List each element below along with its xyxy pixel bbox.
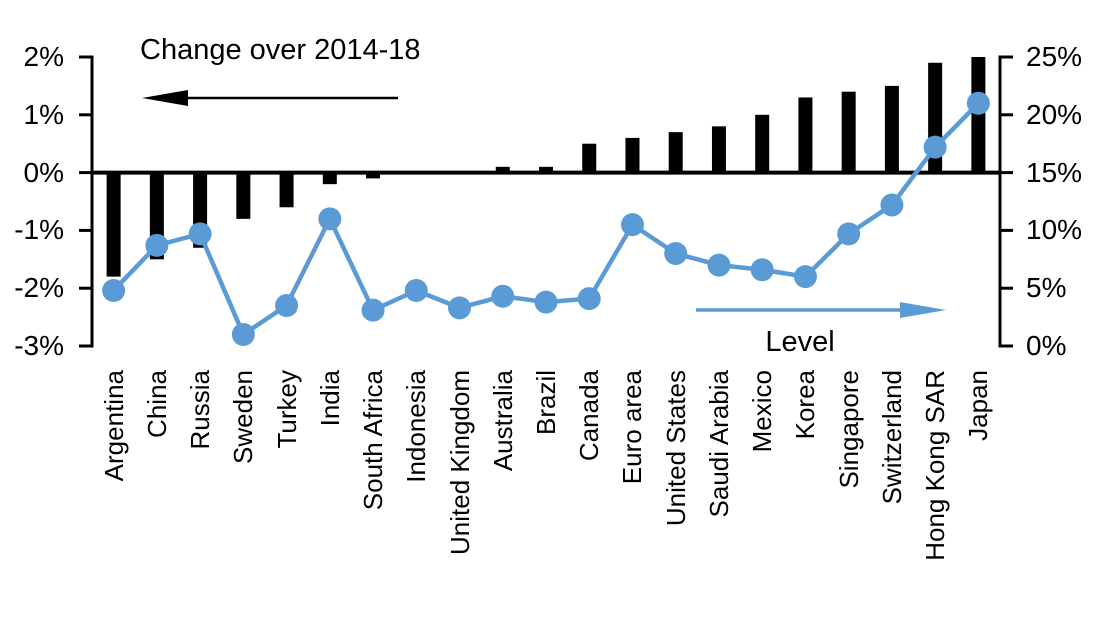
category-label-indonesia: Indonesia xyxy=(401,370,432,483)
level-data-point-15 xyxy=(750,258,774,282)
right-axis-tick-label: 5% xyxy=(1026,272,1067,304)
category-label-hong-kong-sar: Hong Kong SAR xyxy=(920,370,951,561)
line-series-label: Level xyxy=(765,326,835,358)
left-axis-tick-label: -2% xyxy=(14,272,64,304)
category-label-india: India xyxy=(314,370,345,427)
right-arrow-icon xyxy=(900,302,946,318)
bar-20 xyxy=(971,57,986,173)
right-axis-tick-label: 15% xyxy=(1026,156,1083,188)
right-axis-tick-label: 25% xyxy=(1026,41,1083,72)
bar-10 xyxy=(539,166,553,173)
level-data-point-4 xyxy=(275,294,299,318)
bar-17 xyxy=(841,91,856,173)
level-data-point-5 xyxy=(318,207,342,231)
bar-11 xyxy=(582,143,597,173)
left-arrow-icon xyxy=(142,90,188,106)
right-axis-tick-label: 0% xyxy=(1026,330,1067,361)
bar-6 xyxy=(366,172,381,179)
chart-title: Change over 2014-18 xyxy=(140,34,421,66)
category-label-korea: Korea xyxy=(790,370,821,440)
category-label-sweden: Sweden xyxy=(228,370,259,464)
bar-3 xyxy=(236,172,251,219)
category-label-singapore: Singapore xyxy=(833,370,864,489)
category-label-canada: Canada xyxy=(574,370,605,462)
level-data-point-14 xyxy=(707,253,731,277)
level-data-point-7 xyxy=(404,279,428,303)
category-label-japan: Japan xyxy=(963,370,994,441)
bar-13 xyxy=(668,132,683,173)
left-axis-tick-label: 0% xyxy=(23,156,64,188)
right-axis-tick-label: 10% xyxy=(1026,214,1083,246)
category-label-brazil: Brazil xyxy=(531,370,561,436)
level-data-point-12 xyxy=(620,213,644,237)
level-data-point-19 xyxy=(923,135,947,159)
bar-5 xyxy=(322,172,337,185)
level-data-point-6 xyxy=(361,298,385,322)
category-label-switzerland: Switzerland xyxy=(876,370,907,505)
bar-16 xyxy=(798,97,813,173)
category-label-south-africa: South Africa xyxy=(358,370,389,511)
category-label-mexico: Mexico xyxy=(747,370,778,453)
left-axis-tick-label: -3% xyxy=(14,330,64,361)
level-data-point-10 xyxy=(534,290,558,314)
level-data-point-0 xyxy=(102,279,126,303)
category-label-saudi-arabia: Saudi Arabia xyxy=(703,370,734,518)
left-axis-tick-label: -1% xyxy=(14,214,64,246)
level-data-point-20 xyxy=(966,91,990,115)
bar-9 xyxy=(495,166,510,173)
level-data-point-2 xyxy=(188,222,212,246)
level-data-point-17 xyxy=(837,222,861,246)
category-label-united-states: United States xyxy=(660,370,691,527)
category-label-argentina: Argentina xyxy=(98,370,129,482)
level-data-point-16 xyxy=(793,265,817,289)
level-data-point-8 xyxy=(448,296,472,320)
level-data-point-11 xyxy=(577,287,601,311)
bar-18 xyxy=(884,85,899,173)
category-label-china: China xyxy=(141,370,172,438)
level-data-point-1 xyxy=(145,233,169,257)
category-label-united-kingdom: United Kingdom xyxy=(444,370,475,555)
category-label-turkey: Turkey xyxy=(271,370,302,449)
bar-12 xyxy=(625,137,640,173)
bar-4 xyxy=(279,172,294,208)
left-axis-tick-label: 1% xyxy=(23,98,64,130)
level-data-point-9 xyxy=(491,284,515,308)
bar-0 xyxy=(106,172,121,277)
bar-14 xyxy=(711,126,726,173)
left-axis-tick-label: 2% xyxy=(23,41,64,72)
bar-15 xyxy=(755,114,770,173)
level-data-point-13 xyxy=(664,242,688,266)
category-label-australia: Australia xyxy=(487,370,518,472)
category-label-russia: Russia xyxy=(185,370,216,450)
category-label-euro-area: Euro area xyxy=(617,370,648,485)
right-axis-tick-label: 20% xyxy=(1026,98,1083,130)
level-data-point-18 xyxy=(880,193,904,217)
level-data-point-3 xyxy=(231,322,255,346)
